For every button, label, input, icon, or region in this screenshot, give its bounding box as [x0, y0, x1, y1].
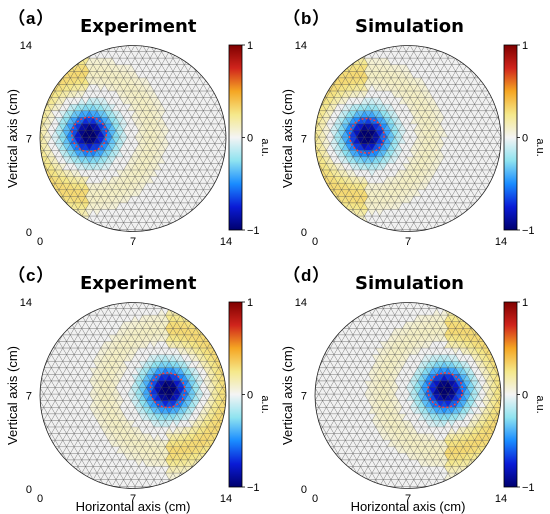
y-axis-label: Vertical axis (cm)	[5, 346, 20, 445]
x-tick-label: 7	[405, 236, 411, 248]
panel-d: （d） Simulation 0 7 14 14 7 0 Vertical axis (cm…	[275, 257, 550, 514]
x-tick-label: 14	[495, 236, 507, 248]
panel-plot: 0 7 14 14 7 0 Vertical axis (cm) 1 0 −1 a.u.	[5, 40, 271, 248]
y-axis-label: Vertical axis (cm)	[280, 346, 295, 445]
colorbar-tick-label: 1	[522, 297, 528, 309]
colorbar-tick-label: −1	[522, 225, 535, 237]
colorbar	[503, 44, 518, 231]
x-tick-label: 0	[37, 493, 43, 505]
colorbar-tick-label: 1	[522, 40, 528, 52]
y-tick-label: 14	[295, 297, 307, 309]
colorbar	[228, 44, 243, 231]
colorbar-tick-label: −1	[522, 482, 535, 494]
mesh-field	[315, 45, 501, 232]
y-tick-label: 7	[301, 134, 307, 146]
panel-letter: （c）	[8, 266, 55, 285]
y-tick-label: 7	[26, 391, 32, 403]
colorbar-tick-label: 1	[247, 297, 253, 309]
y-tick-label: 14	[20, 297, 32, 309]
panel-title: Simulation	[355, 16, 464, 37]
panel-plot: 0 7 14 14 7 0 Vertical axis (cm) Horizontal axi…	[280, 297, 546, 514]
panel-title: Experiment	[80, 16, 197, 37]
x-tick-label: 14	[220, 493, 232, 505]
colorbar-tick-label: −1	[247, 482, 260, 494]
y-tick-label: 7	[26, 134, 32, 146]
panel-b: （b） Simulation 0 7 14 14 7 0 Vertical axis (cm…	[275, 0, 550, 257]
colorbar-unit: a.u.	[259, 395, 271, 413]
panel-letter: （d）	[283, 266, 331, 285]
y-tick-label: 14	[20, 40, 32, 52]
source-ring	[71, 116, 108, 153]
colorbar-tick-label: 0	[247, 390, 253, 402]
panel-title: Experiment	[80, 273, 197, 294]
colorbar-tick-label: −1	[247, 225, 260, 237]
y-tick-label: 0	[26, 484, 32, 496]
y-axis-label: Vertical axis (cm)	[5, 89, 20, 188]
x-tick-label: 7	[405, 493, 411, 505]
panel-letter: （b）	[283, 9, 331, 28]
colorbar-tick-label: 1	[247, 40, 253, 52]
panel-title: Simulation	[355, 273, 464, 294]
colorbar-unit: a.u.	[259, 138, 271, 156]
y-axis-label: Vertical axis (cm)	[280, 89, 295, 188]
colorbar-tick-label: 0	[247, 133, 253, 145]
x-tick-label: 0	[37, 236, 43, 248]
x-tick-label: 14	[495, 493, 507, 505]
y-tick-label: 14	[295, 40, 307, 52]
panel-plot: 0 7 14 14 7 0 Vertical axis (cm) 1 0 −1 a.u.	[280, 40, 546, 248]
panel-letter: （a）	[8, 9, 55, 28]
colorbar	[228, 301, 243, 488]
colorbar	[503, 301, 518, 488]
x-tick-label: 7	[130, 236, 136, 248]
colorbar-unit: a.u.	[534, 395, 546, 413]
x-tick-label: 0	[312, 493, 318, 505]
source-ring	[348, 117, 385, 154]
mesh-field	[315, 302, 501, 489]
colorbar-tick-label: 0	[522, 390, 528, 402]
x-tick-label: 14	[220, 236, 232, 248]
x-tick-label: 0	[312, 236, 318, 248]
x-tick-label: 7	[130, 493, 136, 505]
panel-c: （c） Experiment 0 7 14 14 7 0 Vertical axis (cm…	[0, 257, 275, 514]
panel-plot: 0 7 14 14 7 0 Vertical axis (cm) Horizontal axi…	[5, 297, 271, 514]
mesh-field	[40, 45, 226, 232]
mesh-field	[40, 302, 226, 489]
y-tick-label: 0	[26, 227, 32, 239]
colorbar-unit: a.u.	[534, 138, 546, 156]
y-tick-label: 7	[301, 391, 307, 403]
colorbar-tick-label: 0	[522, 133, 528, 145]
x-axis-label: Horizontal axis (cm)	[76, 499, 191, 514]
panel-a: （a） Experiment 0 7 14 14 7 0 Vertical axis (cm…	[0, 0, 275, 257]
x-axis-label: Horizontal axis (cm)	[351, 499, 466, 514]
y-tick-label: 0	[301, 484, 307, 496]
y-tick-label: 0	[301, 227, 307, 239]
